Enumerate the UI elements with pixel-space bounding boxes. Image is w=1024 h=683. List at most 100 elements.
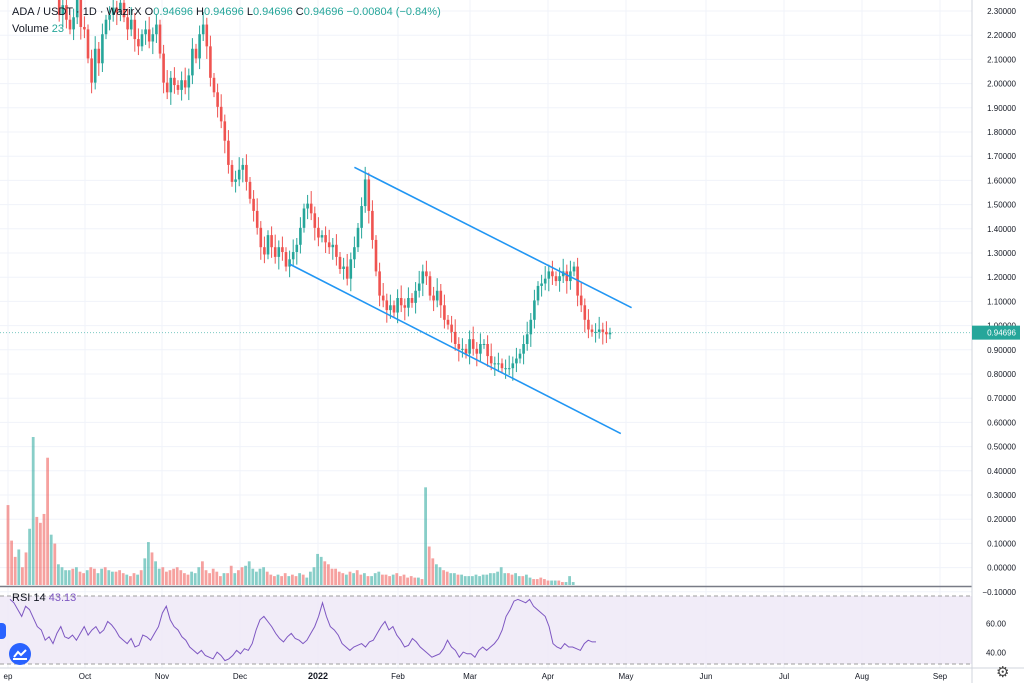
volume-bar — [517, 576, 521, 585]
candle-body — [173, 77, 176, 86]
volume-bar — [35, 516, 39, 585]
candle-body — [363, 179, 367, 207]
time-tick-label: Jul — [779, 672, 789, 681]
volume-bar — [21, 567, 24, 585]
volume-bar — [352, 573, 355, 585]
candle-body — [342, 266, 345, 269]
candle-body — [93, 48, 97, 83]
candle-body — [324, 235, 327, 243]
candle-body — [489, 356, 493, 364]
candle-body — [533, 300, 536, 320]
candle-body — [126, 17, 129, 30]
volume-bar — [103, 567, 107, 585]
volume-label: Volume — [12, 23, 49, 35]
volume-bar — [229, 565, 233, 585]
candle-body — [345, 266, 349, 279]
volume-bar — [503, 573, 507, 585]
price-tick-label: 1.60000 — [987, 176, 1016, 185]
grid — [0, 0, 972, 668]
volume-bar — [100, 568, 103, 585]
candle-body — [583, 305, 587, 320]
candle-body — [180, 80, 183, 90]
candle-body — [518, 353, 522, 359]
volume-bar — [179, 570, 183, 585]
volume-bar — [406, 577, 409, 585]
price-tick-label: 0.70000 — [987, 394, 1016, 403]
volume-bar — [28, 528, 31, 585]
candle-body — [403, 305, 407, 308]
gear-icon[interactable]: ⚙ — [996, 664, 1010, 681]
volume-bar — [323, 561, 327, 585]
volume-bar — [46, 457, 49, 585]
candle-body — [464, 348, 468, 354]
candle-body — [209, 46, 212, 78]
volume-bar — [42, 513, 46, 585]
volume-bar — [219, 576, 222, 585]
price-tick-label: 0.90000 — [987, 346, 1016, 355]
candle-body — [306, 203, 309, 209]
candle-body — [378, 271, 381, 296]
volume-bar — [39, 522, 42, 585]
volume-bar — [492, 573, 496, 585]
candle-body — [453, 331, 457, 344]
collapse-panel-tab[interactable] — [0, 623, 6, 639]
price-tick-label: 0.50000 — [987, 443, 1016, 452]
volume-bar — [255, 571, 258, 585]
candle-body — [115, 7, 119, 13]
tradingview-logo-icon[interactable] — [9, 643, 31, 665]
candle-body — [137, 39, 140, 47]
volume-bar — [489, 573, 492, 585]
time-tick-label: May — [618, 672, 633, 681]
candle-body — [201, 24, 205, 35]
candle-body — [270, 235, 273, 248]
symbol-title[interactable]: ADA / USDT · 1D · WazirX — [12, 6, 142, 18]
candle-body — [65, 5, 68, 20]
candle-body — [594, 331, 597, 333]
candle-body — [90, 58, 93, 83]
candle-body — [608, 332, 612, 335]
price-tick-label: 1.70000 — [987, 152, 1016, 161]
candle-body — [590, 329, 594, 332]
candle-body — [479, 344, 482, 354]
volume-bar — [507, 573, 510, 585]
candle-body — [169, 77, 173, 93]
candle-body — [223, 121, 227, 141]
candle-body — [191, 48, 194, 76]
volume-bar — [93, 568, 96, 585]
candle-body — [515, 358, 518, 364]
candle-body — [360, 206, 363, 228]
volume-bar — [316, 553, 319, 585]
candle-body — [252, 198, 255, 211]
volume-bar — [557, 580, 561, 585]
candle-body — [497, 363, 500, 365]
volume-bar — [427, 546, 431, 585]
volume-legend[interactable]: Volume 23 — [12, 23, 64, 35]
volume-bar — [85, 570, 89, 585]
volume-bar — [168, 570, 172, 585]
volume-bar — [64, 570, 67, 585]
volume-bar — [553, 580, 557, 585]
volume-bar — [521, 576, 525, 585]
candle-body — [385, 300, 389, 311]
low-label: L — [246, 6, 253, 18]
candle-body — [335, 244, 338, 257]
volume-bar — [24, 552, 28, 585]
close-value: 0.94696 — [303, 6, 344, 18]
candle-body — [198, 34, 201, 59]
change-value: −0.00804 (−0.84%) — [346, 6, 441, 18]
candle-body — [597, 329, 601, 332]
candle-body — [97, 48, 101, 64]
candle-body — [176, 85, 180, 90]
volume-bar — [96, 573, 100, 585]
volume-bar — [118, 570, 121, 585]
candle-body — [147, 29, 151, 42]
candle-body — [295, 244, 299, 253]
volume-bar — [438, 567, 442, 585]
rsi-legend[interactable]: RSI 14 43.13 — [12, 592, 76, 604]
candle-body — [428, 276, 432, 296]
candle-body — [119, 2, 122, 13]
volume-bar — [460, 574, 463, 585]
rsi-axis: 60.00 40.00 — [986, 620, 1007, 658]
candle-body — [543, 278, 547, 284]
